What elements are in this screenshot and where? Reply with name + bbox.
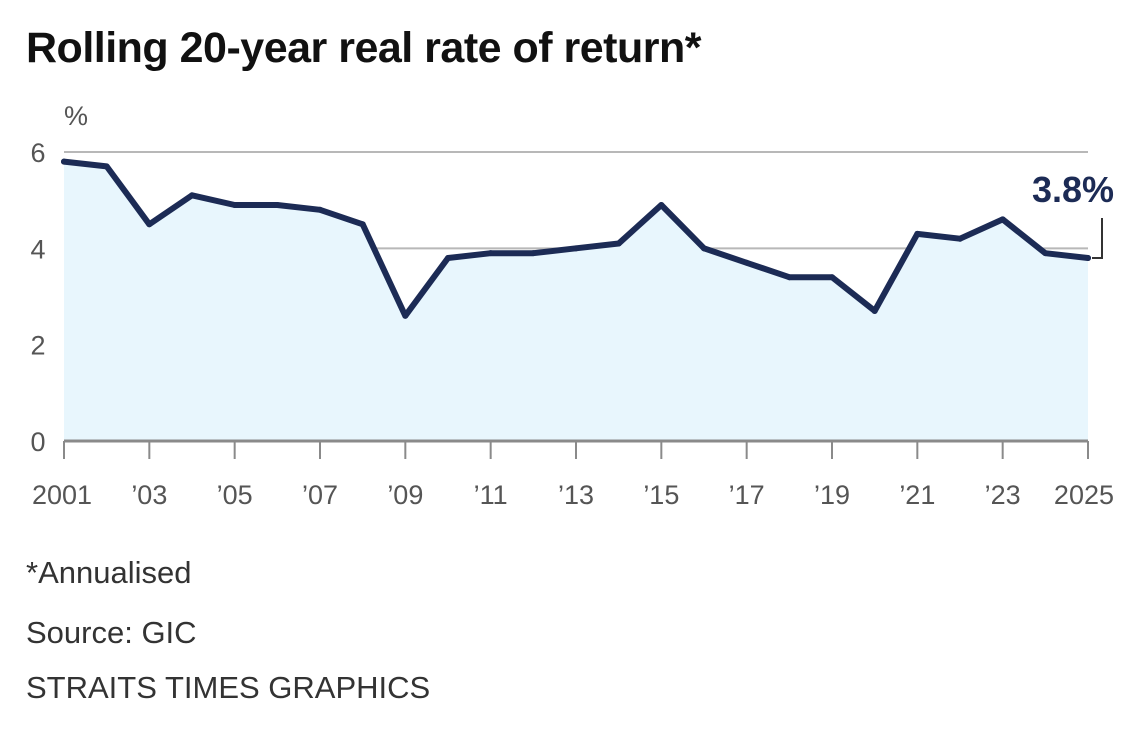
source-note: Source: GIC xyxy=(26,615,197,650)
credit-line: STRAITS TIMES GRAPHICS xyxy=(26,670,431,705)
data-point xyxy=(1042,250,1049,257)
data-point xyxy=(957,235,963,242)
x-tick-label: ’07 xyxy=(302,480,338,510)
data-point xyxy=(871,307,878,314)
x-tick-label: 2001 xyxy=(32,480,92,510)
data-point xyxy=(701,245,707,252)
data-point xyxy=(658,201,665,208)
x-tick-label: ’11 xyxy=(474,480,508,510)
y-axis-label: % xyxy=(64,101,88,131)
data-point xyxy=(786,274,793,281)
x-axis: 2001 ’03 ’05 ’07 ’09 ’11 ’13 ’15 ’17 ’19 ’21 ’23 202… xyxy=(32,439,1114,510)
data-point xyxy=(487,250,494,257)
data-point xyxy=(1085,254,1091,261)
x-tick-label: ’23 xyxy=(985,480,1021,510)
x-tick-label: ’19 xyxy=(814,480,850,510)
line-chart: % 0 2 4 6 2001 ’03 ’05 ’07 ’09 ’11 ’13 ’15 ’17 ’19 ’2… xyxy=(30,101,1114,510)
x-tick-label: 2025 xyxy=(1054,480,1114,510)
data-points xyxy=(61,158,1091,319)
data-point xyxy=(231,201,238,208)
y-tick-label: 4 xyxy=(30,234,45,264)
x-tick-label: ’15 xyxy=(643,480,679,510)
footnote: *Annualised xyxy=(26,555,192,590)
area-fill xyxy=(64,161,1088,441)
data-point xyxy=(146,221,153,228)
x-tick-label: ’21 xyxy=(899,480,935,510)
data-point xyxy=(743,259,750,266)
data-point xyxy=(402,312,409,319)
data-point xyxy=(530,250,537,257)
data-point xyxy=(61,158,67,165)
data-point xyxy=(999,216,1006,223)
x-tick-label: ’05 xyxy=(217,480,253,510)
data-point xyxy=(103,163,110,170)
data-point xyxy=(573,245,579,252)
data-point xyxy=(317,206,323,213)
data-point xyxy=(445,254,451,261)
x-tick-label: ’03 xyxy=(131,480,167,510)
annotation: 3.8% xyxy=(1032,169,1114,259)
data-point xyxy=(359,221,366,228)
annotation-leader xyxy=(1092,217,1103,259)
annotation-label: 3.8% xyxy=(1032,169,1114,210)
y-tick-label: 6 xyxy=(30,138,45,168)
data-point xyxy=(615,240,622,247)
data-point xyxy=(274,201,281,208)
x-tick-label: ’17 xyxy=(729,480,765,510)
y-tick-label: 2 xyxy=(30,331,45,361)
x-tick-label: ’13 xyxy=(558,480,594,510)
y-tick-label: 0 xyxy=(30,427,45,457)
x-tick-label: ’09 xyxy=(387,480,423,510)
chart-title: Rolling 20-year real rate of return* xyxy=(26,24,702,72)
data-point xyxy=(189,192,195,199)
data-point xyxy=(829,274,835,281)
data-point xyxy=(914,230,921,237)
y-axis: % 0 2 4 6 xyxy=(30,101,88,457)
